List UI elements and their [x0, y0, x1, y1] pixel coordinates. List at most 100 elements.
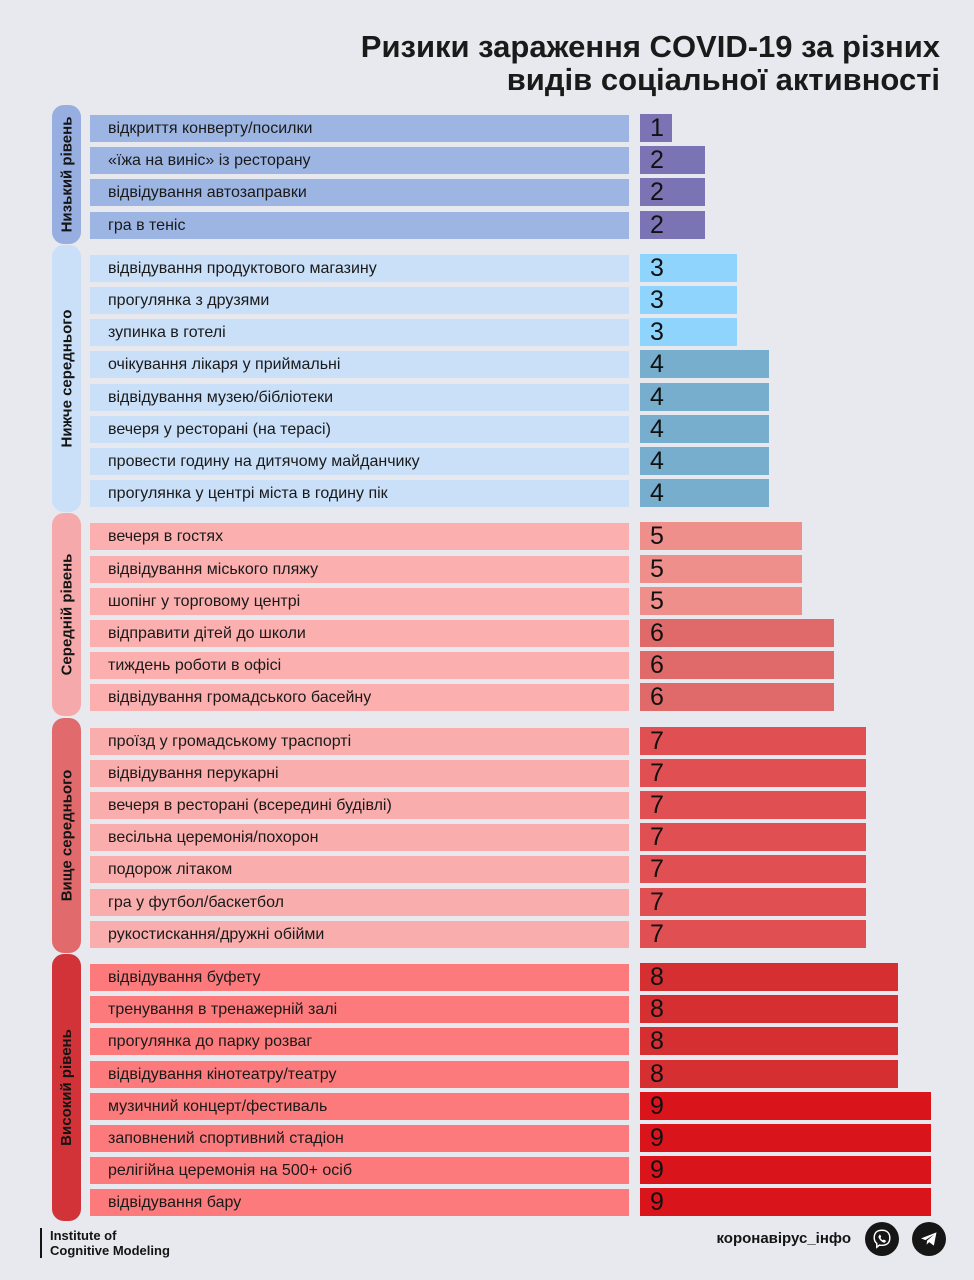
- risk-level-label: Нижче середнього: [52, 245, 81, 512]
- risk-bar: [640, 210, 705, 239]
- risk-level-label: Низький рівень: [52, 105, 81, 244]
- risk-value-label: 2: [650, 210, 664, 239]
- risk-bar: [640, 963, 899, 991]
- viber-icon[interactable]: [865, 1222, 899, 1256]
- risk-bar: [640, 146, 705, 175]
- risk-bar: [640, 382, 770, 411]
- activity-label: тренування в тренажерній залі: [90, 996, 629, 1024]
- risk-bar: [640, 554, 802, 583]
- risk-bar: [640, 995, 899, 1024]
- viber-glyph: [873, 1229, 891, 1249]
- activity-label: відвідування продуктового магазину: [90, 254, 629, 282]
- risk-bar: [640, 1156, 931, 1185]
- risk-level-band: [52, 105, 81, 244]
- risk-value-label: 8: [650, 995, 664, 1024]
- activity-label: музичний концерт/фестиваль: [90, 1092, 629, 1120]
- activity-label: «їжа на виніс» із ресторану: [90, 147, 629, 175]
- risk-bar: [640, 350, 770, 379]
- institute-name-line-2: Cognitive Modeling: [50, 1243, 170, 1258]
- risk-level-text: Вище середнього: [58, 769, 75, 901]
- risk-bar: [640, 586, 802, 615]
- activity-label: відвідування буфету: [90, 964, 629, 991]
- activity-label: проїзд у громадському траспорті: [90, 727, 629, 755]
- activity-label: очікування лікаря у приймальні: [90, 351, 629, 379]
- chart-title-line-2: видів соціальної активності: [506, 62, 940, 97]
- risk-bar: [640, 726, 867, 755]
- risk-value-label: 4: [650, 447, 664, 475]
- risk-value-label: 9: [650, 1156, 664, 1185]
- risk-value-label: 4: [650, 382, 664, 411]
- risk-value-label: 8: [650, 963, 664, 991]
- activity-label: заповнений спортивний стадіон: [90, 1125, 629, 1152]
- risk-level-band: [52, 954, 81, 1222]
- institute-name-line-1: Institute of: [50, 1228, 117, 1243]
- activity-label: відвідування громадського басейну: [90, 684, 629, 712]
- risk-value-label: 5: [650, 554, 664, 583]
- activity-label: гра у футбол/баскетбол: [90, 888, 629, 916]
- institute-logo: Institute of Cognitive Modeling: [40, 1228, 170, 1258]
- activity-label: відвідування міського пляжу: [90, 555, 629, 583]
- risk-value-label: 7: [650, 726, 664, 755]
- activity-label: відвідування автозаправки: [90, 179, 629, 207]
- risk-bar: [640, 1091, 931, 1120]
- risk-level-band: [52, 717, 81, 953]
- risk-value-label: 7: [650, 887, 664, 916]
- activity-label: відкриття конверту/посилки: [90, 115, 629, 142]
- risk-value-label: 6: [650, 683, 664, 712]
- activity-label: гра в теніс: [90, 211, 629, 239]
- activity-label: прогулянка до парку розваг: [90, 1028, 629, 1056]
- risk-value-label: 1: [650, 114, 664, 142]
- risk-bar: [640, 447, 770, 475]
- activity-label: відправити дітей до школи: [90, 620, 629, 647]
- activity-label: прогулянка з друзями: [90, 287, 629, 314]
- chart-title-line-1: Ризики зараження COVID-19 за різних: [360, 29, 940, 64]
- risk-bar: [640, 1188, 931, 1217]
- risk-bar: [640, 683, 834, 712]
- risk-value-label: 2: [650, 178, 664, 207]
- activity-label: рукостискання/дружні обійми: [90, 920, 629, 948]
- risk-value-label: 3: [650, 253, 664, 282]
- risk-bar: [640, 414, 770, 443]
- risk-bar: [640, 178, 705, 207]
- risk-bar: [640, 823, 867, 852]
- activity-label: відвідування кінотеатру/театру: [90, 1060, 629, 1088]
- risk-bar: [640, 286, 737, 314]
- risk-value-label: 8: [650, 1027, 664, 1056]
- risk-bar: [640, 522, 802, 551]
- risk-value-label: 7: [650, 758, 664, 787]
- risk-bar: [640, 758, 867, 787]
- risk-level-band: [52, 244, 81, 513]
- risk-bar: [640, 479, 770, 508]
- risk-bar: [640, 114, 673, 142]
- risk-value-label: 4: [650, 350, 664, 379]
- risk-level-text: Низький рівень: [58, 116, 76, 233]
- risk-value-label: 8: [650, 1059, 664, 1088]
- telegram-icon[interactable]: [912, 1222, 946, 1256]
- risk-bar: [640, 791, 867, 819]
- risk-level-label: Вище середнього: [52, 718, 81, 953]
- activity-label: відвідування музею/бібліотеки: [90, 383, 629, 411]
- risk-level-label: Середній рівень: [52, 513, 81, 716]
- risk-value-label: 9: [650, 1091, 664, 1120]
- brand-name: коронавірус_інфо: [716, 1230, 851, 1247]
- risk-value-label: 7: [650, 855, 664, 884]
- risk-bar: [640, 651, 834, 680]
- activity-label: вечеря в гостях: [90, 523, 629, 551]
- activity-label: шопінг у торговому центрі: [90, 587, 629, 615]
- activity-label: тиждень роботи в офісі: [90, 652, 629, 680]
- risk-value-label: 7: [650, 791, 664, 819]
- risk-bar: [640, 1059, 899, 1088]
- risk-value-label: 6: [650, 651, 664, 680]
- risk-level-text: Нижче середнього: [58, 309, 75, 448]
- activity-label: відвідування перукарні: [90, 759, 629, 787]
- risk-value-label: 9: [650, 1124, 664, 1152]
- risk-level-band: [52, 513, 81, 717]
- risk-value-label: 9: [650, 1188, 664, 1217]
- risk-bar: [640, 887, 867, 916]
- activity-label: вечеря в ресторані (всередині будівлі): [90, 792, 629, 819]
- activity-label: весільна церемонія/похорон: [90, 824, 629, 852]
- activity-label: зупинка в готелі: [90, 319, 629, 347]
- risk-value-label: 7: [650, 919, 664, 948]
- risk-bar: [640, 1124, 931, 1152]
